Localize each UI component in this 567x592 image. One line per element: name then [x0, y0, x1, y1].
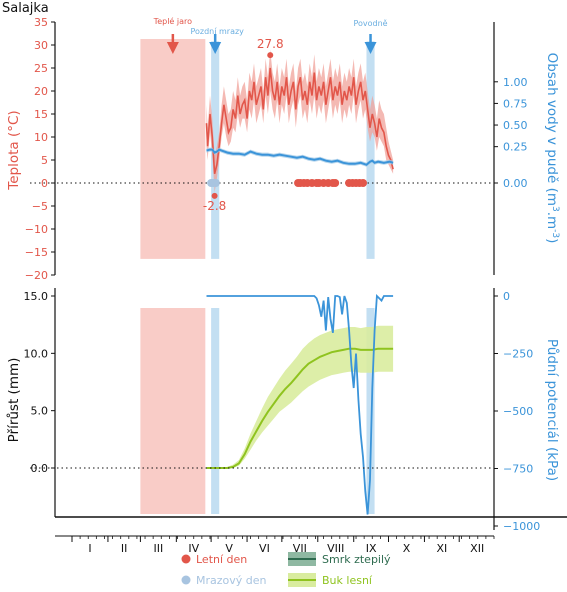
- bottom-left-tick-label-2: 5.0: [31, 405, 49, 418]
- y-axis-label-increment: Přírůst (mm): [6, 358, 22, 443]
- month-label-0: I: [88, 542, 91, 555]
- y-axis-label-temperature: Teplota (°C): [6, 110, 22, 190]
- chart-title: Salajka: [2, 1, 49, 16]
- marker-summer-day-10: [331, 179, 340, 187]
- legend-spruce-label: Smrk ztepilý: [322, 553, 391, 566]
- legend-summer-day-swatch: [181, 554, 191, 564]
- month-label-2: III: [154, 542, 164, 555]
- y-axis-label-soil-potential: Půdní potenciál (kPa): [544, 339, 560, 481]
- month-label-4: V: [225, 542, 233, 555]
- top-left-tick-label-6: 5: [41, 154, 48, 167]
- top-left-tick-label-3: 20: [34, 85, 48, 98]
- soil-water-label-sup2: -3: [550, 229, 560, 238]
- top-left-tick-label-9: −10: [25, 223, 48, 236]
- month-label-3: IV: [188, 542, 199, 555]
- top-left-tick-label-2: 25: [34, 62, 48, 75]
- top-right-tick-label-0: 1.00: [503, 76, 528, 89]
- top-left-tick-label-10: −15: [25, 246, 48, 259]
- soil-water-label-pre: Obsah vody v pudě (m: [544, 53, 560, 206]
- temperature-band: [206, 49, 394, 193]
- legend-summer-day-label: Letní den: [196, 553, 247, 566]
- temperature-line: [205, 67, 394, 174]
- bottom-shade-period-2: [366, 308, 375, 514]
- bottom-left-tick-label-3: 0.0: [31, 462, 49, 475]
- top-left-tick-label-11: −20: [25, 269, 48, 282]
- month-label-11: XII: [470, 542, 484, 555]
- month-label-10: XI: [436, 542, 447, 555]
- top-shade-period-0: [140, 39, 206, 259]
- event-label-0: Teplé jaro: [153, 16, 192, 26]
- month-label-7: VIII: [327, 542, 344, 555]
- soil-water-label-post: ): [544, 238, 560, 243]
- y-axis-label-soil-water: Obsah vody v pudě (m3.m-3): [544, 53, 560, 244]
- event-arrow-head-1: [209, 42, 222, 54]
- legend-beech-label: Buk lesní: [322, 574, 373, 587]
- bottom-left-tick-label-0: 15.0: [24, 290, 49, 303]
- event-arrow-head-2: [364, 42, 377, 54]
- soil-water-label-mid: .m: [544, 212, 560, 229]
- top-right-tick-label-4: 0.00: [503, 177, 528, 190]
- bottom-right-tick-label-4: −1000: [503, 520, 540, 533]
- annotation-point-0: [267, 52, 274, 59]
- top-right-tick-label-3: 0.25: [503, 141, 528, 154]
- month-label-8: IX: [366, 542, 377, 555]
- bottom-right-tick-label-2: −500: [503, 405, 533, 418]
- event-arrow-head-0: [166, 42, 179, 54]
- soil-water-label-sup1: 3: [550, 206, 560, 212]
- annotation-point-1: [211, 192, 218, 199]
- month-label-9: X: [403, 542, 411, 555]
- buk-line: [206, 347, 394, 469]
- top-left-tick-label-1: 30: [34, 39, 48, 52]
- annotation-label-0: 27.8: [257, 37, 284, 51]
- bottom-right-tick-label-1: −250: [503, 348, 533, 361]
- top-shade-period-2: [366, 41, 375, 259]
- soil-potential-line: [206, 293, 394, 515]
- buk-band: [206, 325, 394, 468]
- marker-frost-day-2: [211, 179, 220, 187]
- month-label-6: VII: [293, 542, 307, 555]
- month-label-1: II: [121, 542, 128, 555]
- top-left-tick-label-4: 15: [34, 108, 48, 121]
- bottom-right-tick-label-0: 0: [503, 290, 510, 303]
- top-left-tick-label-0: 35: [34, 16, 48, 29]
- bottom-left-tick-label-1: 10.0: [24, 347, 49, 360]
- top-left-tick-label-5: 10: [34, 131, 48, 144]
- top-left-tick-label-8: −5: [32, 200, 48, 213]
- top-right-tick-label-1: 0.75: [503, 97, 528, 110]
- legend-frost-day-swatch: [181, 575, 191, 585]
- top-right-tick-label-2: 0.50: [503, 119, 528, 132]
- legend-frost-day-label: Mrazový den: [196, 574, 267, 587]
- top-left-tick-label-7: 0: [41, 177, 48, 190]
- marker-summer-day-15: [358, 179, 367, 187]
- bottom-right-tick-label-3: −750: [503, 463, 533, 476]
- soil-water-line: [206, 148, 394, 166]
- annotation-label-1: -2.8: [203, 199, 226, 213]
- month-label-5: VI: [259, 542, 270, 555]
- top-shade-period-1: [211, 41, 220, 259]
- event-label-1: Pozdní mrazy: [190, 27, 244, 36]
- bottom-shade-period-1: [211, 308, 220, 514]
- bottom-shade-period-0: [140, 308, 206, 514]
- event-label-2: Povodně: [353, 19, 387, 28]
